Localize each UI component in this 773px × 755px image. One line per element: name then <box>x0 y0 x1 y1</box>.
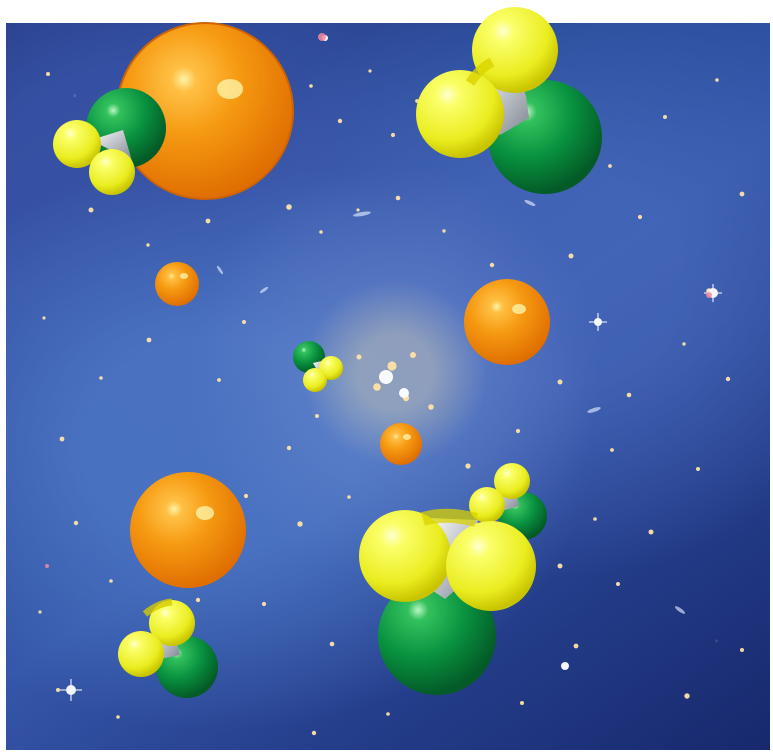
space-image <box>6 23 770 750</box>
